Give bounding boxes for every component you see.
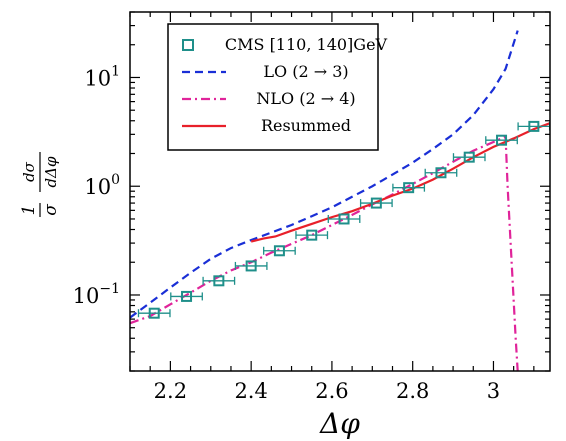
data-point xyxy=(273,245,285,257)
y-tick-label: 101 xyxy=(84,63,120,90)
legend-label: CMS [110, 140]GeV xyxy=(225,35,388,54)
data-point xyxy=(435,167,447,179)
legend-marker-cms xyxy=(182,39,194,51)
legend-box xyxy=(167,23,379,151)
y-tick-label: 100 xyxy=(84,172,120,199)
y-title-numerator: dσ xyxy=(20,161,38,182)
axes xyxy=(129,11,551,372)
y-tick-label: 10−1 xyxy=(73,281,120,308)
y-title-sigma: σ xyxy=(41,204,61,216)
x-tick-label: 2.6 xyxy=(315,379,348,403)
legend: CMS [110, 140]GeV LO (2 → 3) NLO (2 → 4) Re… xyxy=(167,23,388,151)
legend-label: Resummed xyxy=(261,116,351,135)
series-line-1 xyxy=(130,30,519,319)
data-point xyxy=(463,151,475,163)
legend-label: NLO (2 → 4) xyxy=(256,89,355,108)
legend-label: LO (2 → 3) xyxy=(263,62,348,81)
data-point xyxy=(338,213,350,225)
plot-area xyxy=(130,30,550,371)
series-line-2 xyxy=(130,135,519,371)
y-title-one: 1 xyxy=(19,205,39,216)
data-point xyxy=(181,290,193,302)
x-tick-label: 2.8 xyxy=(396,379,429,403)
y-title-denominator: dΔφ xyxy=(42,156,60,187)
data-point xyxy=(403,182,415,194)
data-point xyxy=(496,134,508,146)
data-point xyxy=(528,120,540,132)
x-tick-label: 2.4 xyxy=(234,379,267,403)
data-point xyxy=(148,307,160,319)
y-axis-title: 1 σ dσ dΔφ xyxy=(19,152,61,217)
x-axis-title: Δφ xyxy=(319,407,360,440)
axis-labels: 2.2 2.4 2.6 2.8 3 10−1 100 101 Δφ 1 σ dσ dΔφ xyxy=(19,63,500,440)
data-point xyxy=(213,275,225,287)
data-point xyxy=(245,260,257,272)
data-point xyxy=(370,197,382,209)
x-tick-label: 3 xyxy=(487,379,500,403)
x-tick-label: 2.2 xyxy=(154,379,187,403)
data-point xyxy=(306,229,318,241)
